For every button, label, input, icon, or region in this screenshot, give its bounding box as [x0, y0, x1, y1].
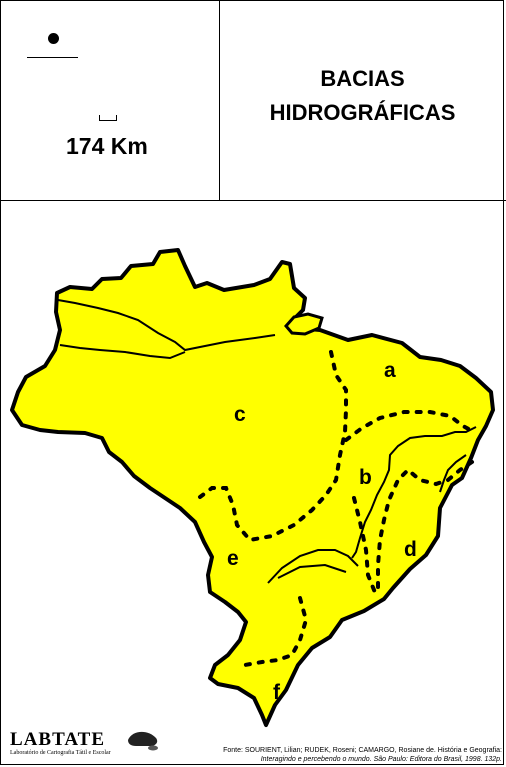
brazil-map: a b c d e f: [10, 248, 495, 727]
marajo-island: [284, 312, 324, 336]
header-divider: [0, 200, 506, 201]
logo-subtitle: Laboratório de Cartografia Tátil e Escol…: [10, 750, 111, 756]
logo-name: LABTATE: [10, 729, 105, 750]
region-label-f: f: [273, 681, 281, 704]
boundary-b-e: [352, 496, 378, 597]
region-label-d: d: [404, 538, 417, 561]
river-amazon: [59, 344, 186, 360]
source-citation: Fonte: SOURIENT, Lilian; RUDEK, Roseni; …: [192, 746, 502, 764]
title-line-1: BACIAS: [320, 66, 405, 91]
river-sao-francisco: [351, 426, 477, 559]
region-label-a: a: [384, 359, 396, 382]
region-label-c: c: [234, 403, 246, 426]
source-line-2: Interagindo e percebendo o mundo. São Pa…: [260, 756, 502, 763]
boundary-a-b: [344, 410, 476, 442]
region-label-b: b: [359, 466, 372, 489]
scale-bar-icon: [99, 115, 117, 121]
legend-divider: [219, 0, 220, 200]
boundary-a-c: [194, 350, 348, 543]
boundary-e-f: [243, 596, 309, 667]
river-doce: [439, 454, 467, 493]
source-line-1: Fonte: SOURIENT, Lilian; RUDEK, Roseni; …: [223, 747, 502, 754]
labtate-logo: LABTATE Laboratório de Cartografia Tátil…: [10, 729, 111, 756]
river-parana-2: [277, 563, 347, 579]
river-parana-1: [267, 549, 359, 584]
title-line-2: HIDROGRÁFICAS: [269, 100, 456, 125]
region-label-e: e: [227, 547, 239, 570]
orientation-bar: [27, 57, 78, 58]
map-title: BACIAS HIDROGRÁFICAS: [221, 62, 504, 130]
brazil-outline: [10, 248, 495, 727]
boundary-b-d: [376, 460, 474, 592]
scale-label: 174 Km: [66, 133, 148, 159]
river-north: [57, 299, 276, 352]
turtle-icon: [128, 731, 158, 751]
north-point-icon: [48, 33, 59, 44]
